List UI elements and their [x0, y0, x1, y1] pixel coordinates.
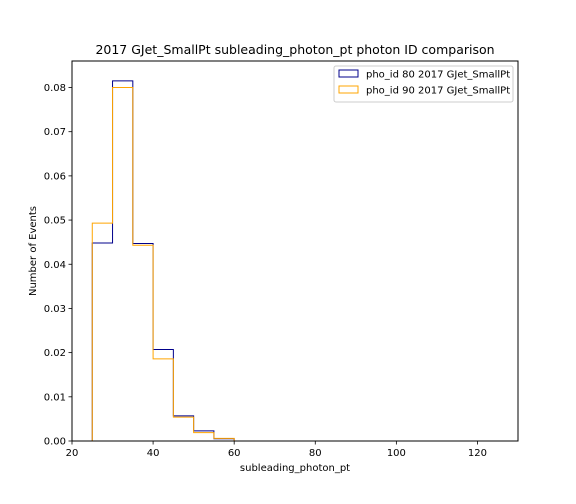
y-tick-label: 0.07 — [44, 127, 66, 138]
y-tick-label: 0.02 — [44, 348, 66, 359]
x-axis-label: subleading_photon_pt — [240, 463, 350, 474]
x-tick-label: 100 — [387, 448, 406, 459]
plot-frame — [71, 60, 519, 442]
chart-title: 2017 GJet_SmallPt subleading_photon_pt p… — [95, 42, 494, 57]
x-tick-label: 60 — [228, 448, 241, 459]
plot-area — [91, 80, 235, 441]
legend-label-2: pho_id 90 2017 GJet_SmallPt — [366, 86, 510, 97]
series-1 — [91, 80, 235, 441]
x-tick-label: 20 — [66, 448, 79, 459]
y-tick-label: 0.04 — [44, 260, 66, 271]
y-tick-label: 0.03 — [44, 304, 66, 315]
axis-ticks: 20 40 60 80 100 120 0.00 0.01 0.02 0.03 0.04 0.05 0.… — [44, 83, 487, 459]
x-tick-label: 40 — [147, 448, 160, 459]
series-1-step-line — [91, 80, 235, 441]
legend-box — [333, 65, 514, 103]
x-tick-label: 80 — [309, 448, 322, 459]
y-tick-label: 0.00 — [44, 437, 66, 448]
y-tick-label: 0.06 — [44, 171, 66, 182]
legend-label-1: pho_id 80 2017 GJet_SmallPt — [366, 70, 510, 81]
legend: pho_id 80 2017 GJet_SmallPt pho_id 90 201… — [333, 65, 514, 103]
series-2-step-line — [91, 87, 235, 441]
legend-swatch-2 — [338, 85, 359, 94]
x-tick-label: 120 — [468, 448, 487, 459]
y-tick-label: 0.08 — [44, 83, 66, 94]
legend-swatch-1 — [338, 69, 359, 78]
y-axis-label: Number of Events — [28, 206, 39, 296]
series-2 — [91, 87, 235, 441]
y-tick-label: 0.01 — [44, 392, 66, 403]
y-tick-label: 0.05 — [44, 216, 66, 227]
